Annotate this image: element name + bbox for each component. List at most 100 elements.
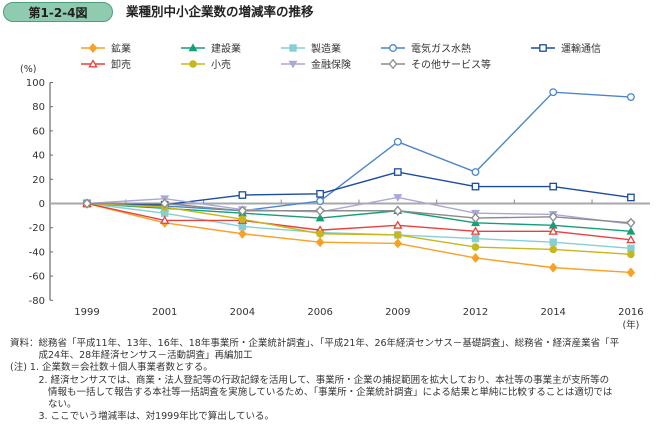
x-tick-label: 2012 <box>463 307 488 318</box>
data-point <box>627 193 635 202</box>
legend-item: 建設業 <box>180 40 241 55</box>
legend-item: 卸売 <box>80 56 131 71</box>
y-axis-unit-label: (%) <box>20 64 36 75</box>
legend-marker-icon <box>88 58 98 67</box>
x-tick-label: 1999 <box>74 307 99 318</box>
note-line: 情報も一括して報告する本社等一括調査を実施しているため、「事業所・企業統計調査」… <box>10 386 613 398</box>
series-8 <box>82 198 636 229</box>
legend-swatch-icon <box>181 59 205 68</box>
data-point <box>549 88 558 97</box>
y-tick-label: 80 <box>32 102 45 113</box>
legend-marker-icon <box>288 60 298 68</box>
legend-label: 製造業 <box>311 44 341 55</box>
figure-number: 第1-2-4図 <box>28 5 88 20</box>
data-point <box>393 220 403 229</box>
legend-label: その他サービス等 <box>411 60 491 71</box>
y-tick-label: 100 <box>26 78 45 89</box>
legend-item: その他サービス等 <box>380 56 491 71</box>
y-tick-label: 20 <box>32 175 45 186</box>
data-point <box>548 226 558 235</box>
data-point <box>471 243 480 251</box>
legend-swatch-icon <box>181 42 205 51</box>
data-point <box>238 222 247 231</box>
data-point <box>471 212 480 224</box>
legend-marker-icon <box>189 59 197 68</box>
data-point <box>393 205 403 216</box>
legend-swatch-icon <box>381 43 405 52</box>
legend-label: 電気ガス水熱 <box>411 44 471 55</box>
note-line: 3. ここでいう増減率は、対1999年比で算出している。 <box>10 411 274 423</box>
legend-marker-icon <box>388 58 398 69</box>
data-point <box>159 215 170 224</box>
y-tick-label: 60 <box>32 126 45 137</box>
legend-item: 小売 <box>180 56 231 71</box>
x-tick-label: 2016 <box>618 307 643 318</box>
legend-marker-icon <box>88 42 98 53</box>
legend-swatch-icon <box>81 42 105 53</box>
legend-item: 電気ガス水熱 <box>380 40 471 55</box>
line-chart: 100 80 60 40 20 0 -20 -40 -60 -80 (%) 1999 2001 2004 2… <box>20 64 650 331</box>
legend-item: 鉱業 <box>80 40 131 55</box>
x-axis-unit-label: (年) <box>622 319 639 331</box>
x-tick-label: 2004 <box>230 307 255 318</box>
series-line <box>86 202 631 256</box>
legend-label: 小売 <box>211 60 231 71</box>
data-point <box>471 252 480 263</box>
data-point <box>626 226 636 235</box>
data-point <box>160 198 170 209</box>
x-tick-label: 2009 <box>385 307 410 318</box>
data-point <box>393 238 403 249</box>
data-point <box>549 238 557 246</box>
data-point <box>161 209 169 217</box>
legend-item: 製造業 <box>280 40 341 55</box>
data-point <box>626 93 635 101</box>
data-point <box>548 211 558 223</box>
x-tick-label: 2001 <box>152 307 177 318</box>
data-point <box>393 194 403 202</box>
data-point <box>626 217 636 229</box>
note-line: ない。 <box>10 399 77 411</box>
legend-marker-icon <box>188 42 198 51</box>
series-line <box>86 202 631 274</box>
x-tick-label: 2006 <box>307 307 332 318</box>
data-point <box>548 262 558 273</box>
legend-label: 鉱業 <box>111 44 131 55</box>
legend-swatch-icon <box>81 58 105 67</box>
data-point <box>315 237 325 248</box>
x-tick-label: 2014 <box>540 307 565 318</box>
y-tick-label: -60 <box>29 272 45 283</box>
data-point <box>471 234 480 243</box>
series-3 <box>83 88 635 215</box>
data-point <box>315 205 325 216</box>
note-line: 成24年、28年経済センサス－活動調査」再編加工 <box>10 350 253 362</box>
legend-label: 建設業 <box>211 44 241 55</box>
legend-label: 金融保険 <box>311 60 351 71</box>
series-6 <box>83 199 635 259</box>
series-line <box>86 171 631 206</box>
data-point <box>626 234 636 244</box>
data-point <box>238 228 247 239</box>
data-point <box>238 215 247 224</box>
legend-swatch-icon <box>281 43 305 52</box>
legend-swatch-icon <box>381 58 405 69</box>
data-point <box>316 229 324 238</box>
data-point <box>627 244 635 252</box>
series-5 <box>82 198 636 244</box>
series-line <box>86 91 631 212</box>
series-line <box>86 202 631 241</box>
legend-marker-icon <box>389 43 397 52</box>
legend-label: 運輸通信 <box>561 44 601 55</box>
data-point <box>394 231 402 239</box>
legend-item: 運輸通信 <box>530 40 601 55</box>
chart-title: 業種別中小企業数の増減率の推移 <box>126 4 314 19</box>
data-point <box>316 197 325 206</box>
data-point <box>471 182 480 191</box>
y-tick-label: -20 <box>29 223 45 234</box>
data-point <box>82 198 92 209</box>
y-tick-label: 40 <box>32 151 45 162</box>
data-point <box>237 205 247 216</box>
legend-item: 金融保険 <box>280 56 351 71</box>
data-point <box>627 250 635 259</box>
y-tick-label: 0 <box>39 199 45 210</box>
data-point <box>238 191 247 199</box>
